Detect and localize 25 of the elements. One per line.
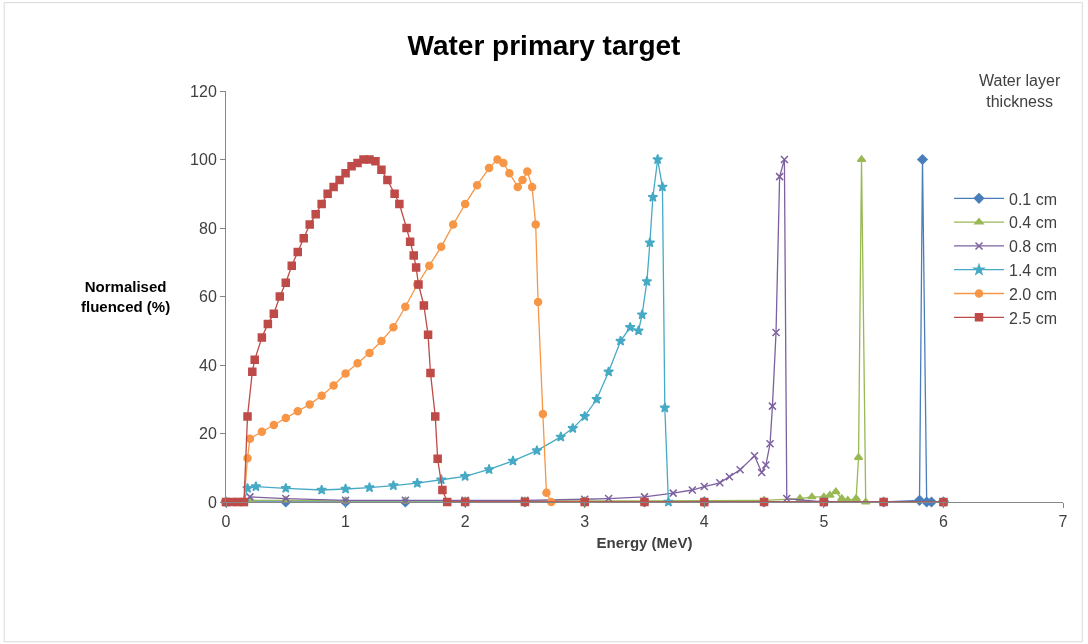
y-tick-label: 40 xyxy=(199,356,217,374)
legend-label: 1.4 cm xyxy=(1009,261,1058,279)
x-tick-label: 7 xyxy=(1058,513,1068,531)
x-tick-label: 2 xyxy=(460,513,470,531)
legend-label: 2.0 cm xyxy=(1009,285,1058,303)
x-tick-label: 5 xyxy=(819,513,829,531)
chart-title: Water primary target xyxy=(407,29,681,61)
y-tick-label: 100 xyxy=(190,151,217,169)
x-tick-label: 4 xyxy=(699,513,709,531)
y-axis-title: Normalised fluenced (%) xyxy=(81,278,171,315)
y-tick-label: 0 xyxy=(207,493,217,511)
legend-label: 0.4 cm xyxy=(1009,214,1058,232)
legend-title: Water layer thickness xyxy=(979,72,1061,110)
y-tick-label: 20 xyxy=(199,425,217,443)
y-tick-label: 120 xyxy=(190,82,217,100)
x-tick-label: 0 xyxy=(221,513,231,531)
legend-label: 2.5 cm xyxy=(1009,309,1058,327)
y-tick-label: 80 xyxy=(199,219,217,237)
x-axis-title: Energy (MeV) xyxy=(596,534,693,552)
x-tick-label: 3 xyxy=(580,513,590,531)
x-tick-label: 6 xyxy=(938,513,948,531)
y-tick-label: 60 xyxy=(199,288,217,306)
legend-label: 0.8 cm xyxy=(1009,238,1058,256)
x-tick-label: 1 xyxy=(341,513,351,531)
legend-label: 0.1 cm xyxy=(1009,190,1058,208)
